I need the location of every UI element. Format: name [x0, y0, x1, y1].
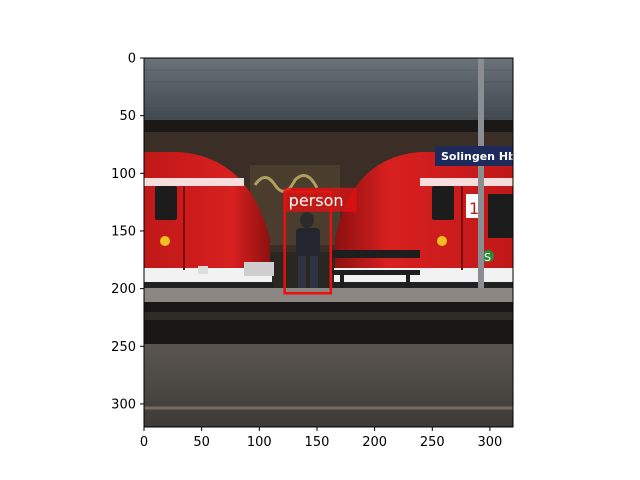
x-tick-label: 100 [247, 435, 272, 450]
person [296, 212, 320, 292]
station-sign-text: Solingen Hbf [441, 150, 521, 163]
detections: person [283, 187, 357, 295]
station-roof [144, 58, 513, 124]
y-tick-label: 50 [119, 109, 136, 124]
y-tick-label: 250 [111, 340, 136, 355]
x-tick-label: 150 [305, 435, 330, 450]
x-axis: 0 50 100 150 200 250 300 [140, 427, 502, 450]
y-axis: 0 50 100 150 200 250 300 [111, 52, 144, 412]
x-tick-label: 50 [193, 435, 210, 450]
y-tick-label: 300 [111, 397, 136, 412]
photo: 1 S Solingen Hbf person [144, 58, 521, 427]
y-tick-label: 200 [111, 282, 136, 297]
station-sign: Solingen Hbf [435, 146, 521, 166]
bench [330, 250, 420, 258]
x-tick-label: 0 [140, 435, 148, 450]
x-tick-label: 250 [420, 435, 445, 450]
image-frame [143, 57, 514, 428]
detection-label: person [289, 191, 344, 210]
x-tick-label: 200 [362, 435, 387, 450]
y-tick-label: 150 [111, 224, 136, 239]
s-bahn-mark: S [484, 251, 491, 264]
y-tick-label: 100 [111, 167, 136, 182]
x-tick-label: 300 [478, 435, 503, 450]
platform-pole [478, 58, 484, 290]
platform [144, 288, 513, 302]
car-number: 1 [469, 199, 479, 218]
detection-label-bg [284, 187, 357, 212]
foreground-platform [144, 344, 513, 427]
left-train [144, 152, 274, 290]
y-tick-label: 0 [128, 52, 136, 67]
